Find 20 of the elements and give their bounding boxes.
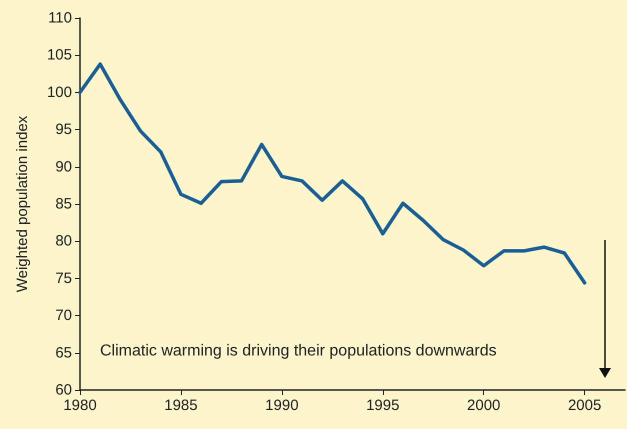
y-tick-label: 65	[55, 344, 72, 362]
y-tick-label: 95	[55, 121, 72, 138]
y-tick-label: 100	[46, 84, 72, 101]
line-series	[78, 62, 586, 285]
x-tick-label: 2000	[467, 397, 500, 414]
x-tick-label: 1980	[63, 397, 97, 414]
y-tick-label: 80	[55, 232, 72, 250]
x-tick-label: 1990	[265, 397, 299, 414]
x-tick-label: 2005	[568, 397, 602, 414]
y-axis-title: Weighted population index	[14, 115, 31, 292]
y-tick-label: 110	[48, 10, 72, 26]
y-tick-label: 75	[55, 270, 72, 287]
x-tick-label: 1995	[366, 397, 400, 414]
y-tick-label: 70	[55, 307, 72, 324]
x-tick-label: 1985	[164, 397, 198, 414]
y-tick-label: 60	[55, 382, 72, 398]
y-tick-label: 85	[55, 196, 72, 212]
annotation: Climatic warming is driving their populations downwards	[100, 342, 497, 360]
y-tick-label: 105	[46, 46, 72, 64]
y-tick-label: 90	[55, 158, 72, 176]
